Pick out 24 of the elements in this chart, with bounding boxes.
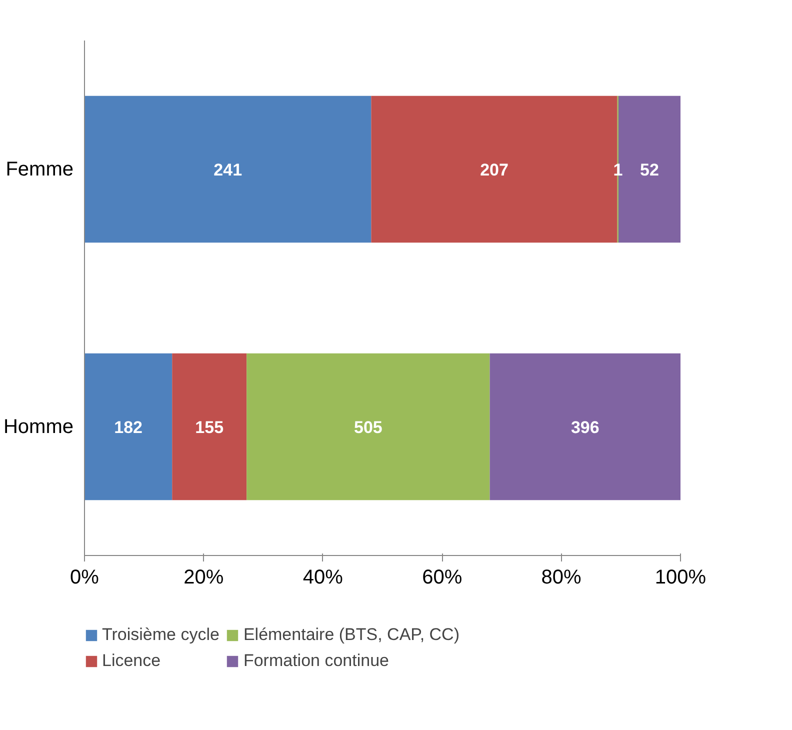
annotation: 182 xyxy=(114,418,142,437)
bar xyxy=(172,353,247,500)
x-tick-label: 40% xyxy=(302,566,344,588)
legend-label: Troisième cycle xyxy=(102,625,220,645)
annotation: 207 xyxy=(480,160,508,180)
x-tick-label: 60% xyxy=(422,566,462,588)
x-tick-label: 0% xyxy=(70,566,100,588)
annotation: 396 xyxy=(570,418,600,437)
annotation: 155 xyxy=(195,418,224,437)
y-tick-label: Homme xyxy=(3,416,74,438)
bar xyxy=(246,353,490,500)
x-tick-label: 100% xyxy=(654,566,706,588)
x-tick-label: 20% xyxy=(184,566,224,588)
legend-label: Elémentaire (BTS, CAP, CC) xyxy=(243,625,460,645)
x-tick-label: 80% xyxy=(541,566,582,588)
bar xyxy=(84,96,372,243)
y-tick-label: Femme xyxy=(6,158,74,180)
legend-label: Formation continue xyxy=(243,651,389,671)
annotation: 52 xyxy=(640,160,659,180)
bar xyxy=(84,353,172,500)
bar xyxy=(490,353,680,500)
annotation: 241 xyxy=(214,160,242,180)
legend-label: Licence xyxy=(102,651,161,671)
annotation: 505 xyxy=(354,418,382,437)
